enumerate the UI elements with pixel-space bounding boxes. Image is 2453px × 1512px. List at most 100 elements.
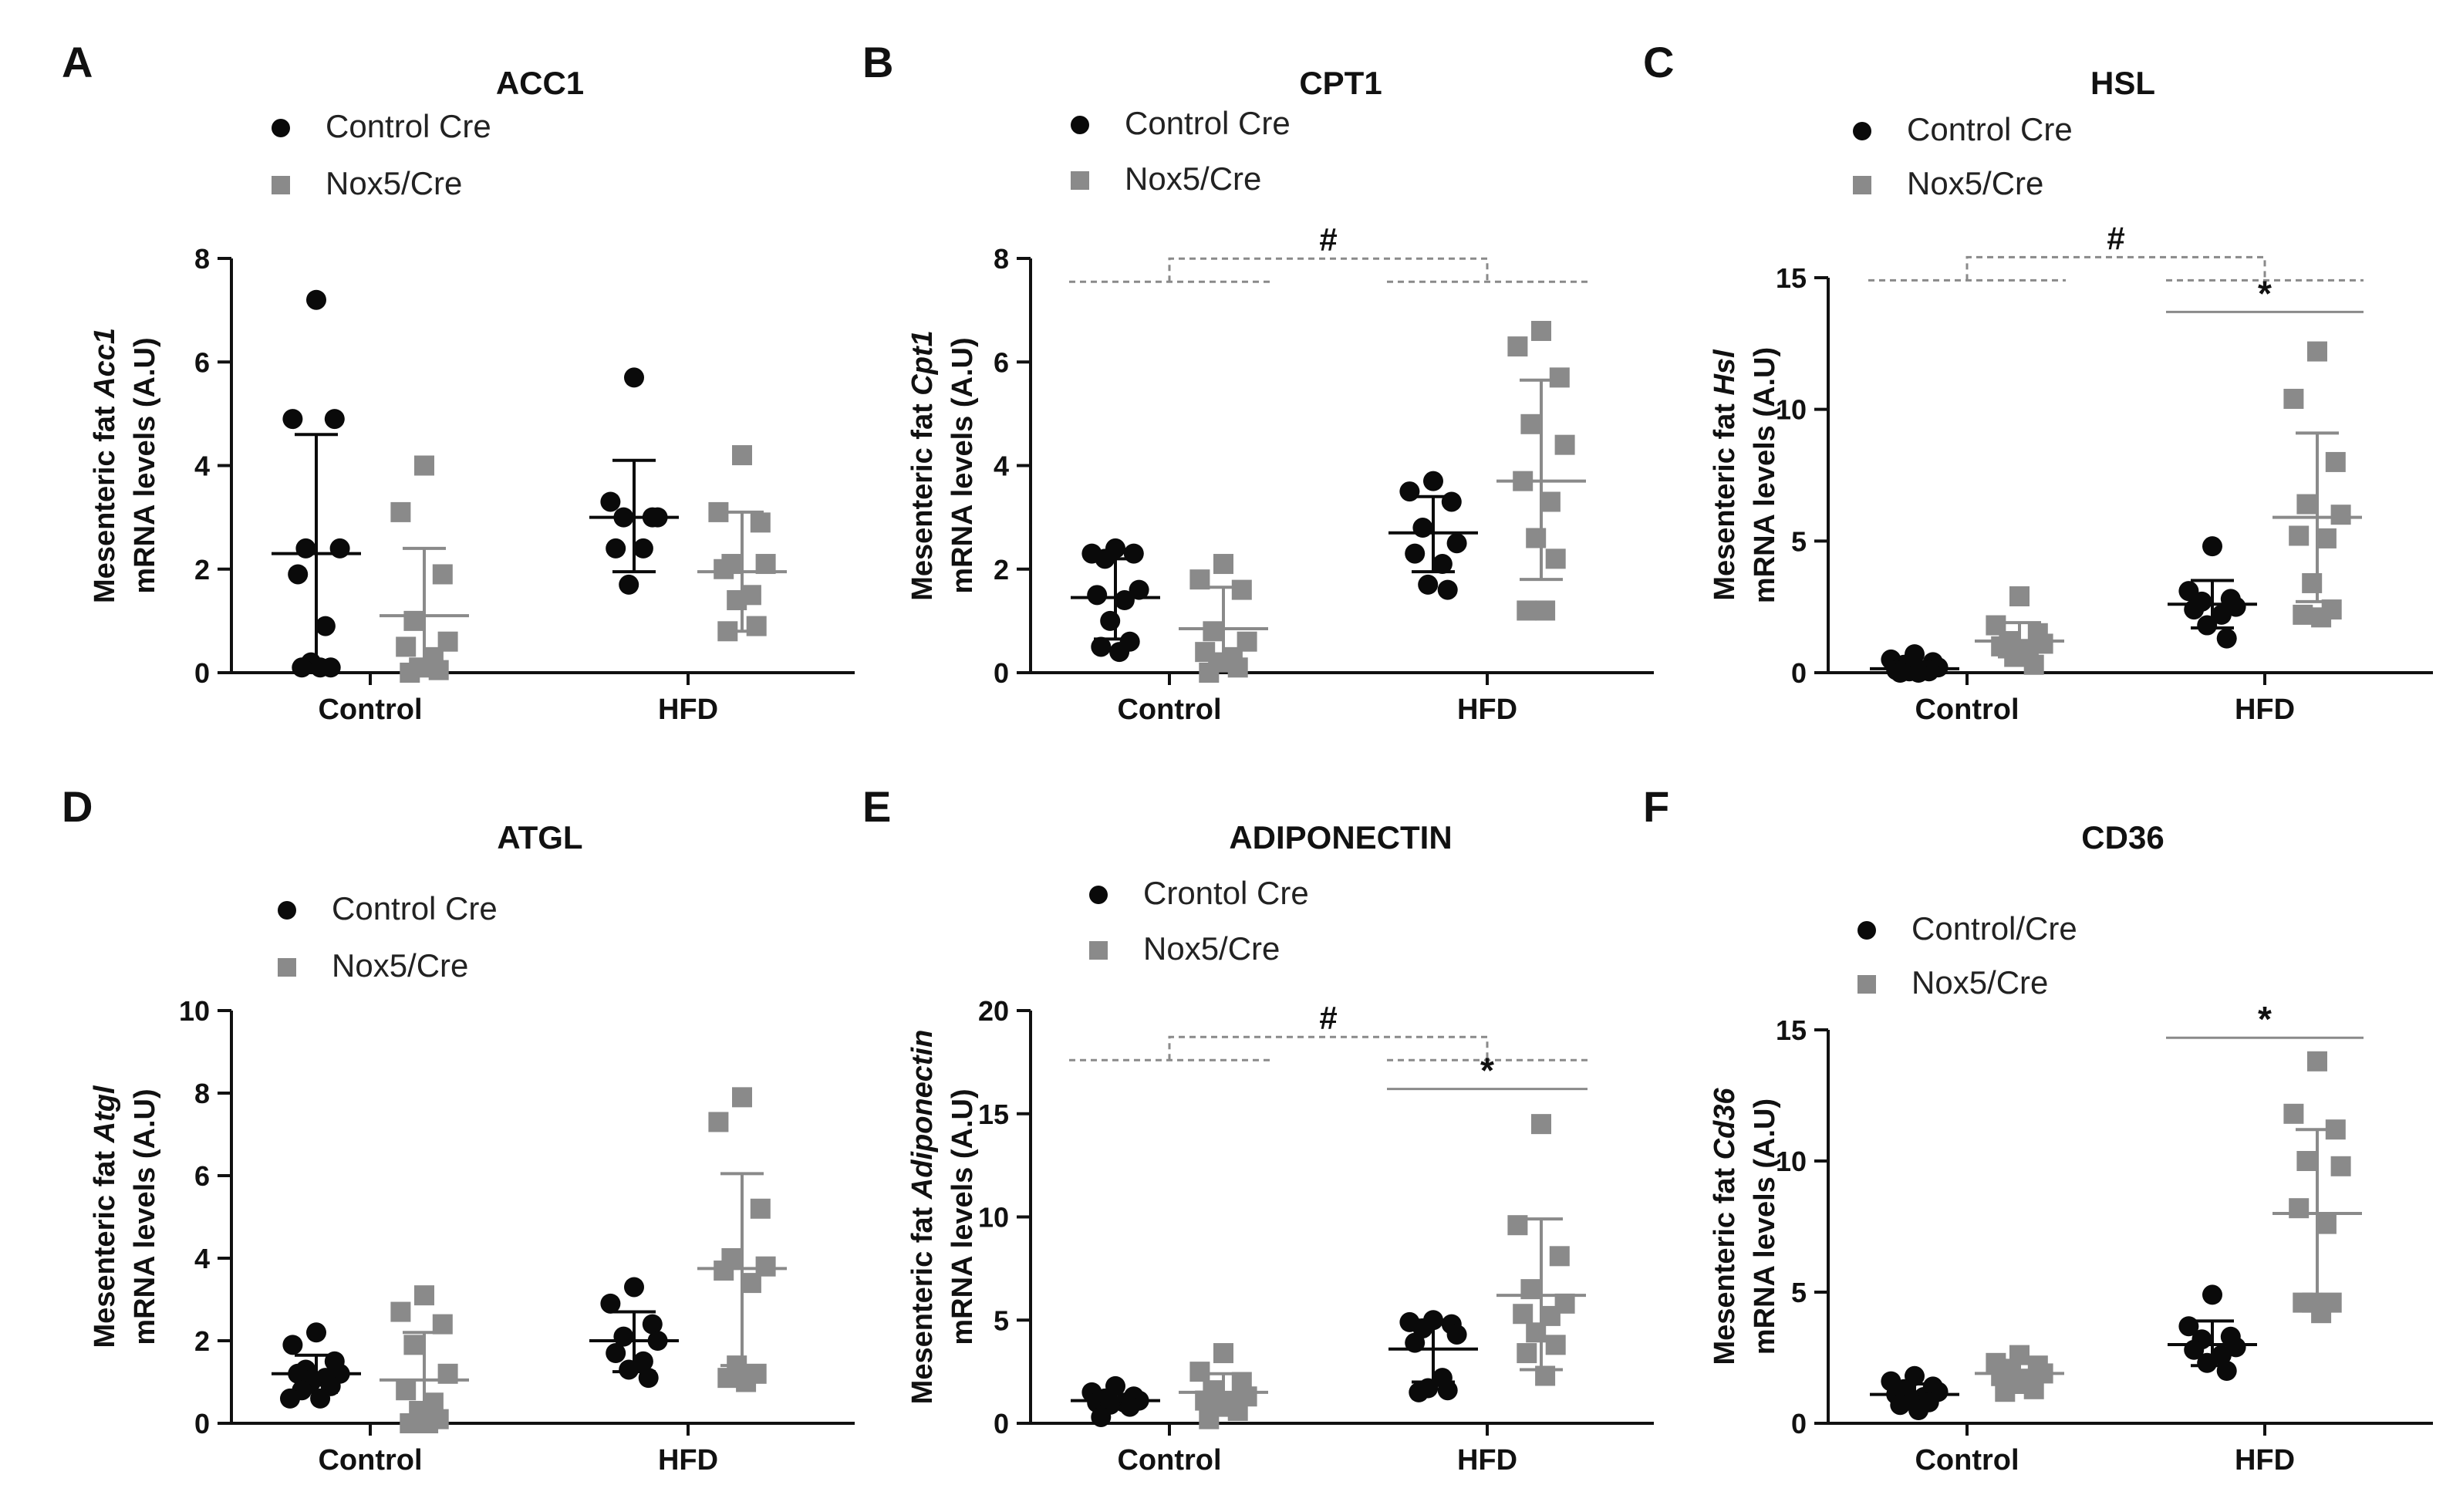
data-point-control xyxy=(310,657,331,678)
chart-title: CPT1 xyxy=(1299,65,1382,101)
data-point-control xyxy=(2202,1284,2222,1305)
chart-title: ACC1 xyxy=(496,65,584,101)
data-point-control xyxy=(1109,642,1130,663)
data-point-nox5 xyxy=(2316,528,2337,548)
legend-label: Control/Cre xyxy=(1911,910,2077,947)
data-point-nox5 xyxy=(1554,434,1575,455)
panel-d: D ATGL Control Cre Nox5/Cre 0 2 4 6 8 10 Control HF… xyxy=(62,782,855,1477)
data-point-nox5 xyxy=(396,636,417,657)
data-point-nox5 xyxy=(1531,320,1551,341)
data-point-nox5 xyxy=(1227,657,1248,678)
data-point-control xyxy=(1437,1380,1458,1401)
data-point-nox5 xyxy=(1199,1409,1220,1429)
legend-label: Nox5/Cre xyxy=(1143,930,1280,967)
legend-marker-control xyxy=(1853,122,1871,140)
panel-letter: A xyxy=(62,38,93,86)
data-point-control xyxy=(282,409,303,430)
legend-label: Crontol Cre xyxy=(1143,875,1309,911)
x-tick-label: HFD xyxy=(1457,1444,1517,1477)
y-tick-label: 10 xyxy=(978,1202,1009,1234)
y-tick-label: 0 xyxy=(1791,1408,1807,1439)
x-tick-label: HFD xyxy=(658,694,718,726)
data-point-nox5 xyxy=(2289,525,2310,546)
data-point-nox5 xyxy=(2283,1103,2304,1124)
y-axis-label-line2: mRNA levels (A.U) xyxy=(129,337,161,593)
y-tick-label: 15 xyxy=(1776,262,1807,294)
y-tick-label: 6 xyxy=(994,346,1009,378)
y-tick-label: 6 xyxy=(194,346,210,378)
data-point-nox5 xyxy=(1549,367,1570,388)
data-point-control xyxy=(306,289,326,310)
data-point-control xyxy=(1114,590,1135,611)
chart-title: CD36 xyxy=(2081,819,2164,856)
data-point-nox5 xyxy=(717,1368,738,1389)
x-tick-label: Control xyxy=(318,1444,422,1477)
legend-label: Nox5/Cre xyxy=(1911,964,2048,1001)
y-axis-label: Mesenteric fat Atgl xyxy=(89,1085,121,1348)
data-point-nox5 xyxy=(732,445,752,466)
data-point-nox5 xyxy=(403,610,424,631)
data-point-nox5 xyxy=(2293,604,2313,625)
data-point-control xyxy=(642,1314,663,1335)
data-point-nox5 xyxy=(2316,1213,2337,1234)
x-tick-label: Control xyxy=(318,694,422,726)
data-point-control xyxy=(606,1343,626,1364)
data-point-nox5 xyxy=(714,559,734,579)
data-point-control xyxy=(600,491,621,512)
x-tick-label: Control xyxy=(1915,1444,2019,1477)
data-point-nox5 xyxy=(403,1335,424,1355)
data-point-control xyxy=(1129,579,1149,600)
legend-label: Nox5/Cre xyxy=(1125,160,1261,197)
data-point-nox5 xyxy=(1517,1343,1537,1364)
data-point-nox5 xyxy=(1199,663,1220,683)
star-symbol: * xyxy=(1480,1051,1494,1091)
panel-e: E ADIPONECTIN Crontol Cre Nox5/Cre 0 5 10 15 20 C… xyxy=(862,782,1654,1477)
hash-bracket-connector xyxy=(1168,1035,1489,1061)
data-point-control xyxy=(624,367,644,388)
data-point-nox5 xyxy=(736,1372,757,1392)
y-tick-label: 0 xyxy=(194,657,210,689)
data-point-nox5 xyxy=(750,1198,771,1219)
data-point-control xyxy=(1412,518,1433,538)
y-tick-label: 2 xyxy=(194,554,210,586)
hash-symbol: # xyxy=(2107,220,2124,256)
legend-label: Nox5/Cre xyxy=(326,165,462,201)
legend-label: Control Cre xyxy=(1907,111,2073,147)
data-point-nox5 xyxy=(396,1380,417,1401)
data-point-nox5 xyxy=(727,590,747,611)
data-point-nox5 xyxy=(746,616,767,636)
y-tick-label: 5 xyxy=(994,1304,1009,1336)
y-tick-label: 2 xyxy=(194,1325,210,1357)
legend-label: Nox5/Cre xyxy=(332,947,468,984)
hash-bracket-connector xyxy=(1965,255,2266,281)
y-axis-label-line2: mRNA levels (A.U) xyxy=(1749,347,1781,603)
y-tick-label: 8 xyxy=(194,243,210,275)
legend-marker-control xyxy=(278,901,296,920)
data-point-control xyxy=(1432,554,1453,575)
y-tick-label: 15 xyxy=(978,1099,1009,1130)
data-point-nox5 xyxy=(2307,1051,2327,1072)
data-point-nox5 xyxy=(2302,572,2323,593)
data-point-control xyxy=(2197,1352,2218,1373)
data-point-control xyxy=(606,538,626,559)
legend-marker-nox5 xyxy=(278,958,296,977)
data-point-control xyxy=(282,1335,303,1355)
data-point-nox5 xyxy=(1535,600,1556,621)
data-point-control xyxy=(1123,543,1144,564)
y-tick-label: 5 xyxy=(1791,1277,1807,1308)
y-axis-label-line2: mRNA levels (A.U) xyxy=(1749,1099,1781,1355)
legend-marker-nox5 xyxy=(1853,176,1871,194)
x-tick-label: HFD xyxy=(2235,1444,2295,1477)
data-point-control xyxy=(288,564,309,585)
data-point-control xyxy=(329,538,350,559)
data-point-nox5 xyxy=(1526,1322,1547,1343)
y-tick-label: 0 xyxy=(194,1408,210,1439)
data-point-control xyxy=(1399,481,1420,502)
data-point-control xyxy=(600,1293,621,1314)
star-symbol: * xyxy=(2258,273,2272,313)
x-tick-label: HFD xyxy=(2235,694,2295,726)
data-point-nox5 xyxy=(2330,1156,2351,1176)
data-point-control xyxy=(619,1359,639,1380)
